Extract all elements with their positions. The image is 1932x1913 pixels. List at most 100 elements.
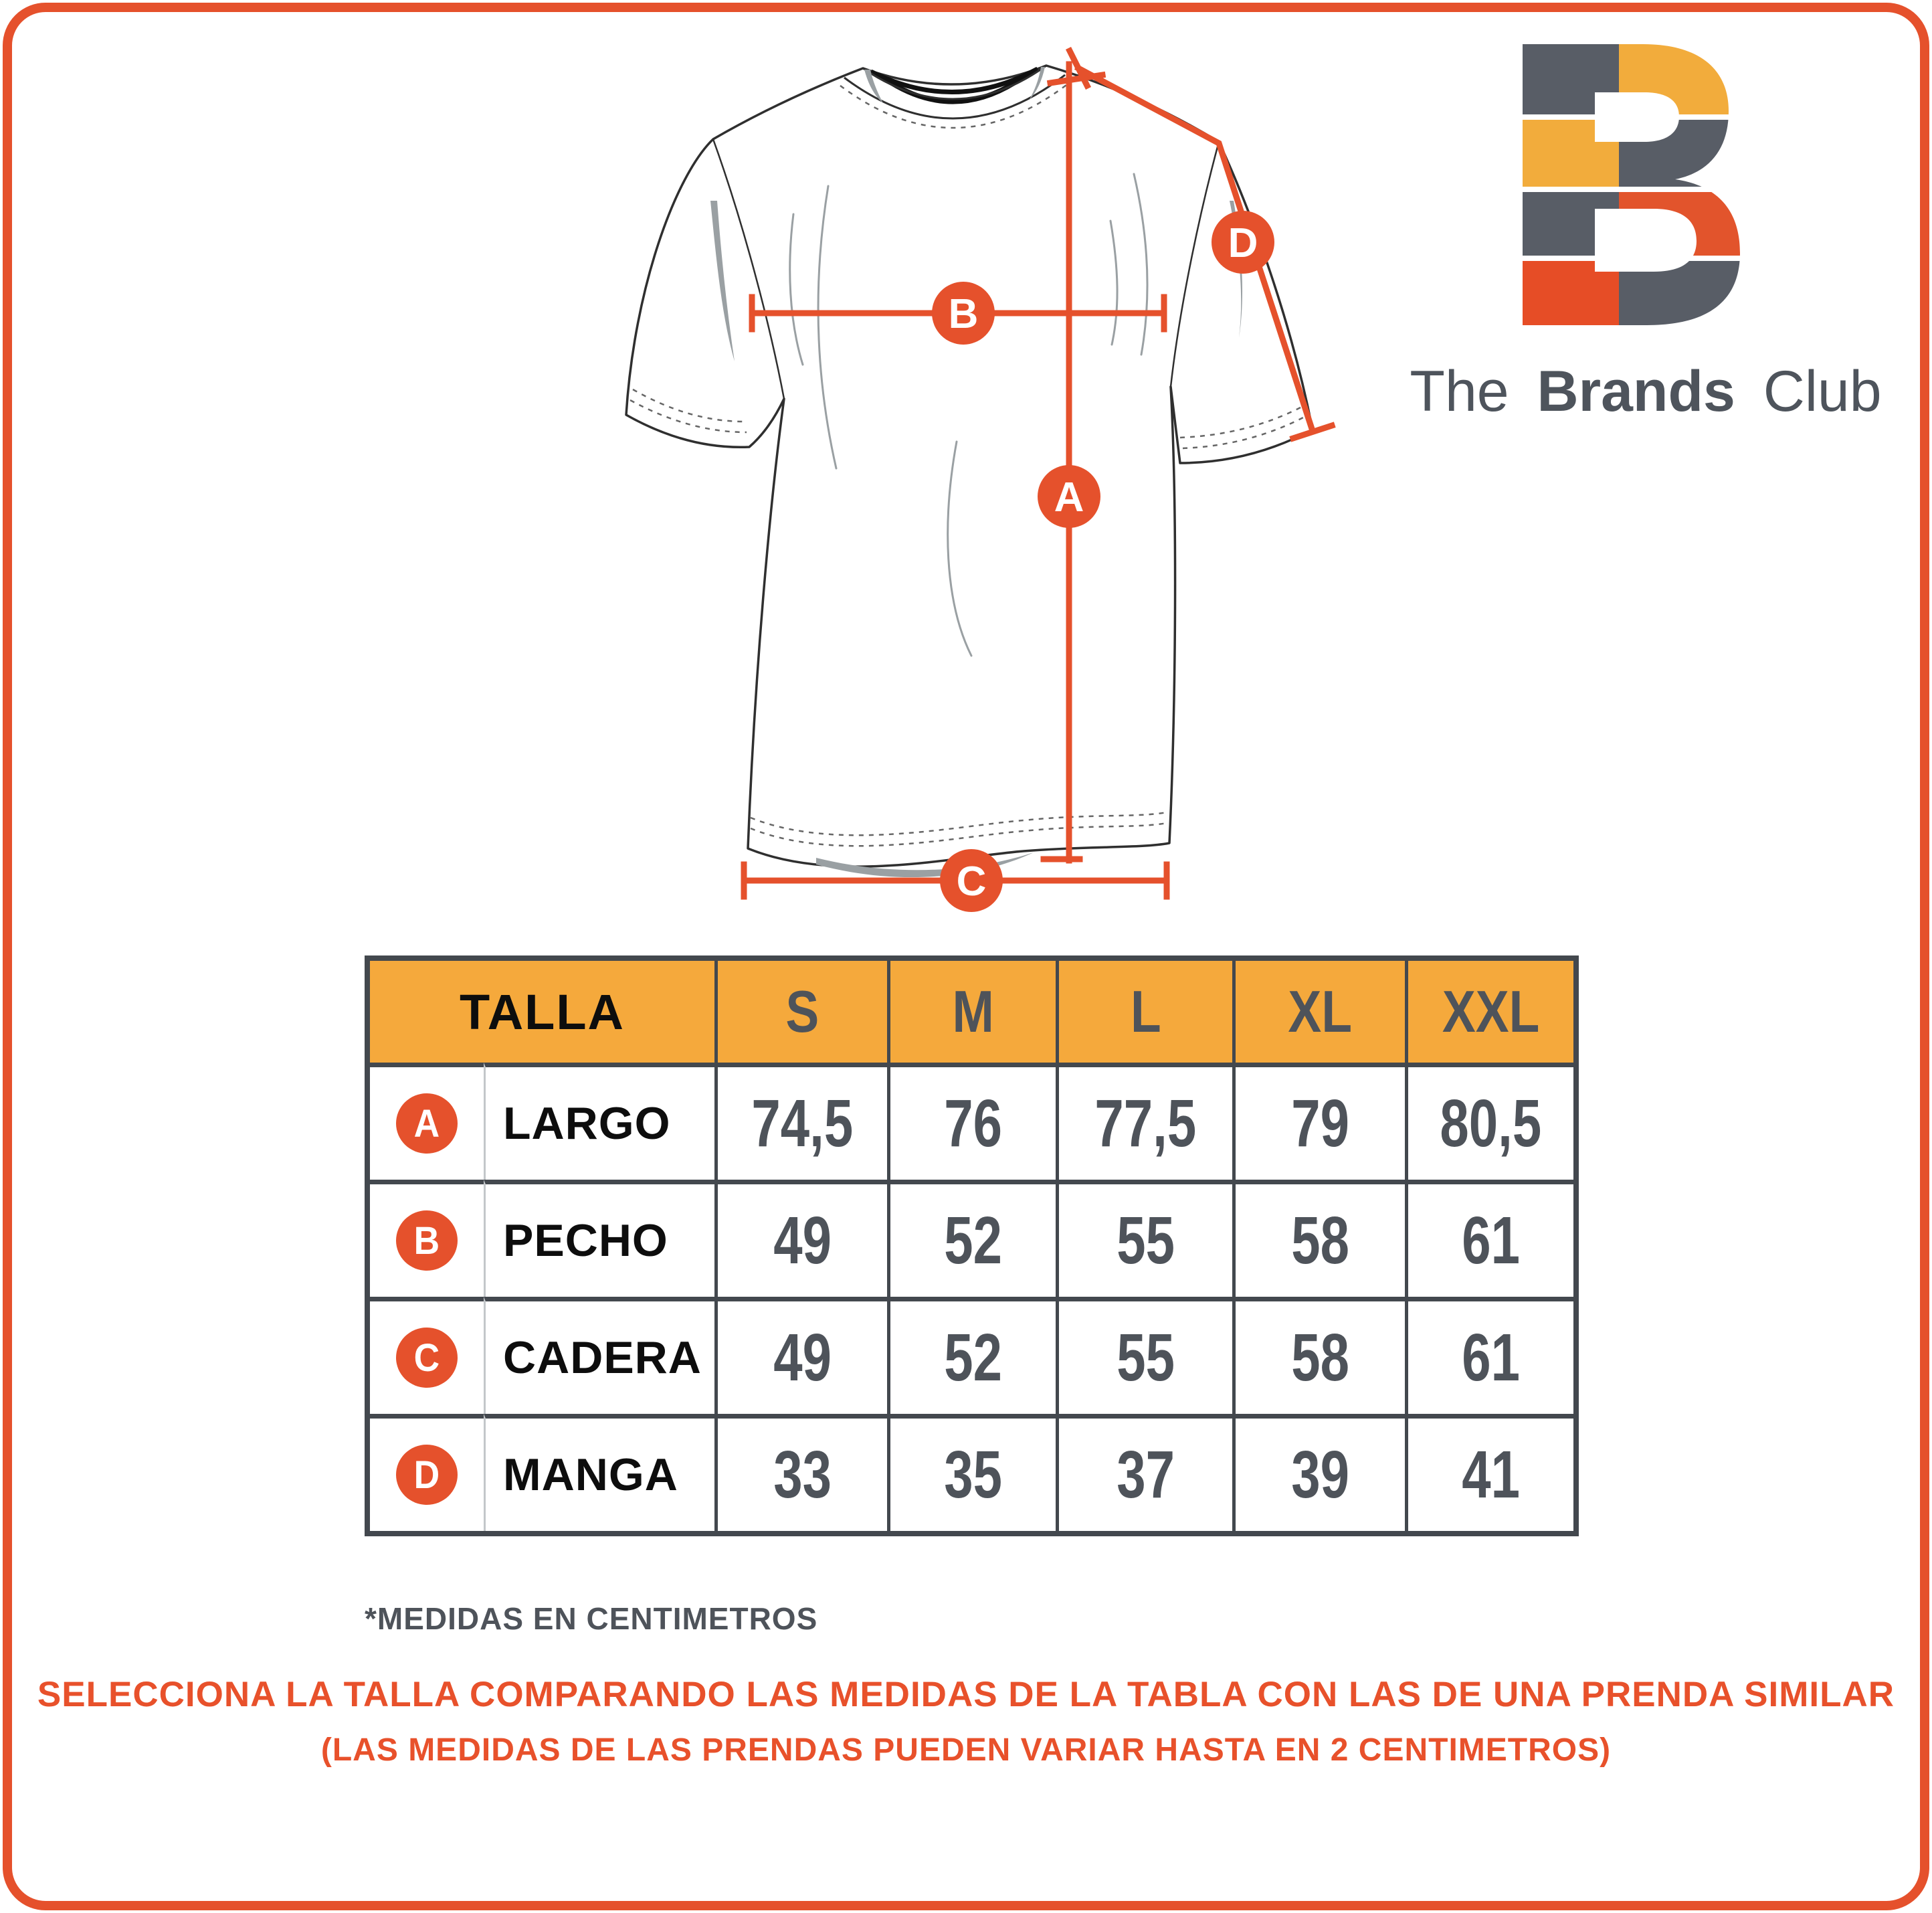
header-talla-cell: TALLA — [370, 961, 714, 1063]
row-b-value-s: 49 — [714, 1180, 887, 1297]
row-d-value-l: 37 — [1056, 1414, 1232, 1531]
value-manga-xl: 39 — [1291, 1437, 1349, 1512]
sleeve-stitching — [630, 388, 1307, 450]
value-cadera-m: 52 — [944, 1319, 1002, 1395]
table-row-c-badge-cell: C — [370, 1297, 484, 1414]
header-size-s: S — [714, 961, 887, 1063]
value-pecho-l: 55 — [1117, 1202, 1175, 1278]
size-variation-disclaimer: (LAS MEDIDAS DE LAS PRENDAS PUEDEN VARIA… — [320, 1732, 1612, 1768]
marker-b-label: B — [949, 291, 979, 337]
size-xl-label: XL — [1288, 978, 1353, 1044]
value-pecho-m: 52 — [944, 1202, 1002, 1278]
row-c-value-xxl: 61 — [1405, 1297, 1573, 1414]
units-note: *MEDIDAS EN CENTIMETROS — [365, 1601, 818, 1636]
row-c-label: CADERA — [503, 1332, 702, 1383]
value-cadera-xl: 58 — [1291, 1319, 1349, 1395]
row-a-label: LARGO — [503, 1098, 671, 1149]
row-c-badge: C — [396, 1328, 458, 1388]
value-pecho-xxl: 61 — [1462, 1202, 1520, 1278]
table-row-d-badge-cell: D — [370, 1414, 484, 1531]
value-pecho-s: 49 — [773, 1202, 832, 1278]
measure-line-d — [1074, 64, 1317, 435]
size-m-label: M — [952, 978, 994, 1044]
value-cadera-s: 49 — [773, 1319, 832, 1395]
left-sleeve-shadow — [710, 201, 735, 361]
row-c-value-l: 55 — [1056, 1297, 1232, 1414]
collar — [840, 64, 1070, 129]
left-shoulder-seam — [712, 139, 785, 399]
row-d-value-s: 33 — [714, 1414, 887, 1531]
header-size-xxl: XXL — [1405, 961, 1573, 1063]
value-cadera-l: 55 — [1117, 1319, 1175, 1395]
wordmark-brands: Brands — [1537, 359, 1735, 424]
size-table: TALLA S M L XL XXL A LARGO 74,5 76 77,5 … — [365, 955, 1579, 1536]
row-b-value-l: 55 — [1056, 1180, 1232, 1297]
value-pecho-xl: 58 — [1291, 1202, 1349, 1278]
marker-a-badge — [1038, 465, 1100, 528]
header-talla-label: TALLA — [460, 984, 625, 1040]
marker-d-label: D — [1228, 220, 1258, 266]
row-d-label-cell: MANGA — [484, 1414, 714, 1531]
value-largo-xl: 79 — [1291, 1085, 1349, 1161]
row-c-value-s: 49 — [714, 1297, 887, 1414]
row-b-key: B — [413, 1218, 440, 1263]
row-d-value-m: 35 — [887, 1414, 1056, 1531]
row-a-value-xl: 79 — [1232, 1063, 1405, 1180]
value-manga-l: 37 — [1117, 1437, 1175, 1512]
value-largo-xxl: 80,5 — [1440, 1085, 1542, 1161]
table-row-b-badge-cell: B — [370, 1180, 484, 1297]
value-largo-l: 77,5 — [1094, 1085, 1197, 1161]
row-b-value-m: 52 — [887, 1180, 1056, 1297]
row-d-value-xxl: 41 — [1405, 1414, 1573, 1531]
row-b-value-xl: 58 — [1232, 1180, 1405, 1297]
tshirt-diagram: A B C D — [625, 46, 1336, 912]
marker-c-badge — [940, 849, 1003, 912]
value-cadera-xxl: 61 — [1462, 1319, 1520, 1395]
header-size-l: L — [1056, 961, 1232, 1063]
row-b-label-cell: PECHO — [484, 1180, 714, 1297]
row-b-value-xxl: 61 — [1405, 1180, 1573, 1297]
marker-d-badge — [1212, 211, 1274, 274]
brand-logo-icon — [1523, 44, 1740, 325]
size-s-label: S — [785, 978, 819, 1044]
size-selection-instruction: SELECCIONA LA TALLA COMPARANDO LAS MEDID… — [37, 1675, 1895, 1714]
right-shoulder-seam — [1169, 141, 1220, 387]
row-c-key: C — [413, 1336, 440, 1380]
row-c-value-xl: 58 — [1232, 1297, 1405, 1414]
hem-stitching — [750, 811, 1167, 847]
row-c-value-m: 52 — [887, 1297, 1056, 1414]
value-manga-s: 33 — [773, 1437, 832, 1512]
tshirt-outline — [625, 64, 1314, 868]
diagram-markers: A B C D — [932, 211, 1274, 912]
marker-c-label: C — [957, 858, 987, 905]
size-xxl-label: XXL — [1442, 978, 1540, 1044]
row-d-badge: D — [396, 1445, 458, 1505]
row-a-value-m: 76 — [887, 1063, 1056, 1180]
brand-wordmark: The Brands Club — [1378, 359, 1913, 425]
wordmark-club: Club — [1763, 359, 1882, 424]
logo-letter-b — [1523, 44, 1740, 325]
row-d-key: D — [413, 1453, 440, 1497]
value-largo-m: 76 — [944, 1085, 1002, 1161]
size-l-label: L — [1130, 978, 1161, 1044]
row-a-key: A — [413, 1101, 440, 1146]
marker-a-label: A — [1054, 474, 1084, 521]
row-a-value-l: 77,5 — [1056, 1063, 1232, 1180]
value-manga-xxl: 41 — [1462, 1437, 1520, 1512]
row-a-value-s: 74,5 — [714, 1063, 887, 1180]
row-a-value-xxl: 80,5 — [1405, 1063, 1573, 1180]
header-size-xl: XL — [1232, 961, 1405, 1063]
row-c-label-cell: CADERA — [484, 1297, 714, 1414]
row-d-value-xl: 39 — [1232, 1414, 1405, 1531]
row-a-badge: A — [396, 1093, 458, 1154]
fabric-wrinkles — [789, 173, 1149, 657]
row-b-label: PECHO — [503, 1215, 668, 1266]
value-largo-s: 74,5 — [751, 1085, 854, 1161]
measurement-lines — [741, 46, 1336, 900]
marker-b-badge — [932, 282, 995, 345]
value-manga-m: 35 — [944, 1437, 1002, 1512]
header-size-m: M — [887, 961, 1056, 1063]
hem-shadow — [816, 852, 1034, 878]
table-row-a-badge-cell: A — [370, 1063, 484, 1180]
wordmark-the: The — [1410, 359, 1509, 424]
